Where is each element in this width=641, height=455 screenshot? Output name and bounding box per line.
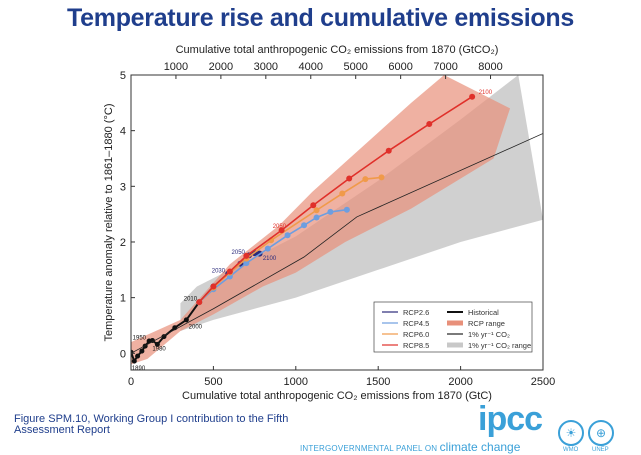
unep-logo-icon: ⊕	[588, 420, 614, 446]
data-point	[243, 252, 250, 259]
ipcc-subtitle-climate: climate change	[439, 440, 521, 454]
data-point	[469, 93, 476, 100]
data-point	[327, 208, 334, 215]
wmo-label: WMO	[563, 447, 579, 453]
x2-tick-label: 3000	[254, 61, 278, 73]
slide-title: Temperature rise and cumulative emission…	[67, 4, 574, 32]
data-point	[278, 227, 285, 234]
year-annotation: 2000	[189, 324, 203, 330]
data-point	[310, 202, 317, 209]
year-annotation: 1950	[133, 335, 147, 341]
data-point	[131, 358, 137, 364]
y-tick-label: 3	[120, 181, 126, 193]
year-annotation: 2010	[184, 296, 198, 302]
x-tick-label: 1000	[284, 376, 308, 388]
legend-label: RCP4.5	[403, 319, 429, 328]
year-annotation: 1980	[152, 347, 166, 353]
x-tick-label: 1500	[366, 376, 390, 388]
year-annotation: 2050	[232, 250, 246, 256]
y-tick-label: 0	[120, 348, 126, 360]
legend-label: Historical	[468, 308, 499, 317]
ipcc-subtitle-text: INTERGOVERNMENTAL PANEL ON	[300, 444, 438, 453]
x2-axis-label: Cumulative total anthropogenic CO₂ emiss…	[176, 44, 499, 56]
data-point	[149, 338, 155, 343]
legend-label: RCP6.0	[403, 330, 429, 339]
y-tick-label: 5	[120, 70, 126, 82]
x2-tick-label: 6000	[388, 61, 412, 73]
data-point	[161, 334, 167, 340]
legend-label: RCP range	[468, 319, 505, 328]
y-tick-label: 4	[120, 126, 126, 138]
data-point	[339, 190, 346, 197]
x-tick-label: 2500	[531, 376, 555, 388]
plot-area	[131, 75, 543, 365]
legend-label: 1% yr⁻¹ CO₂	[468, 330, 510, 339]
x2-tick-label: 1000	[164, 61, 188, 73]
x2-tick-label: 7000	[433, 61, 457, 73]
range-band-rcp-range	[131, 75, 511, 365]
data-point	[426, 120, 433, 127]
legend-label: RCP2.6	[403, 308, 429, 317]
x-tick-label: 2000	[448, 376, 472, 388]
data-point	[183, 317, 189, 323]
data-point	[196, 299, 203, 306]
data-point	[284, 232, 291, 239]
ipcc-subtitle: INTERGOVERNMENTAL PANEL ON climate chang…	[300, 440, 520, 454]
data-point	[210, 283, 217, 290]
data-point	[226, 268, 233, 275]
data-point	[139, 348, 145, 354]
x2-tick-label: 8000	[478, 61, 502, 73]
series-line-rcp8-5	[198, 96, 473, 303]
year-annotation: 2030	[212, 269, 226, 275]
data-point	[313, 214, 320, 221]
figure-caption: Figure SPM.10, Working Group I contribut…	[14, 413, 289, 436]
y-tick-label: 2	[120, 237, 126, 249]
legend-label: 1% yr⁻¹ CO₂ range	[468, 341, 531, 350]
data-point	[385, 147, 392, 154]
legend-label: RCP8.5	[403, 341, 429, 350]
data-point	[346, 175, 353, 182]
wmo-logo-icon: ☀	[558, 420, 584, 446]
data-point	[135, 353, 141, 359]
year-annotation: 2100	[263, 256, 277, 262]
x-tick-label: 0	[128, 376, 134, 388]
y-tick-label: 1	[120, 293, 126, 305]
data-point	[301, 222, 308, 229]
data-point	[264, 245, 271, 252]
data-point	[154, 341, 160, 347]
data-point	[243, 260, 250, 267]
year-annotation: 1890	[132, 366, 146, 372]
plot-frame	[130, 74, 544, 371]
x-axis-label: Cumulative total anthropogenic CO₂ emiss…	[182, 390, 492, 402]
data-point	[343, 206, 350, 213]
year-annotation: 2100	[479, 90, 493, 96]
data-point	[362, 176, 369, 183]
x2-tick-label: 5000	[343, 61, 367, 73]
series-line-1-yr-co-	[131, 133, 543, 354]
series-line-rcp4-5	[198, 208, 347, 303]
x-tick-label: 500	[204, 376, 222, 388]
x2-tick-label: 2000	[209, 61, 233, 73]
x2-tick-label: 4000	[299, 61, 323, 73]
year-annotation: 2050	[273, 224, 287, 230]
data-point	[378, 174, 385, 181]
data-point	[313, 207, 320, 214]
ipcc-logo: ipcc	[478, 400, 543, 438]
y-axis-label: Temperature anomaly relative to 1861–188…	[103, 104, 115, 342]
unep-label: UNEP	[592, 447, 609, 453]
